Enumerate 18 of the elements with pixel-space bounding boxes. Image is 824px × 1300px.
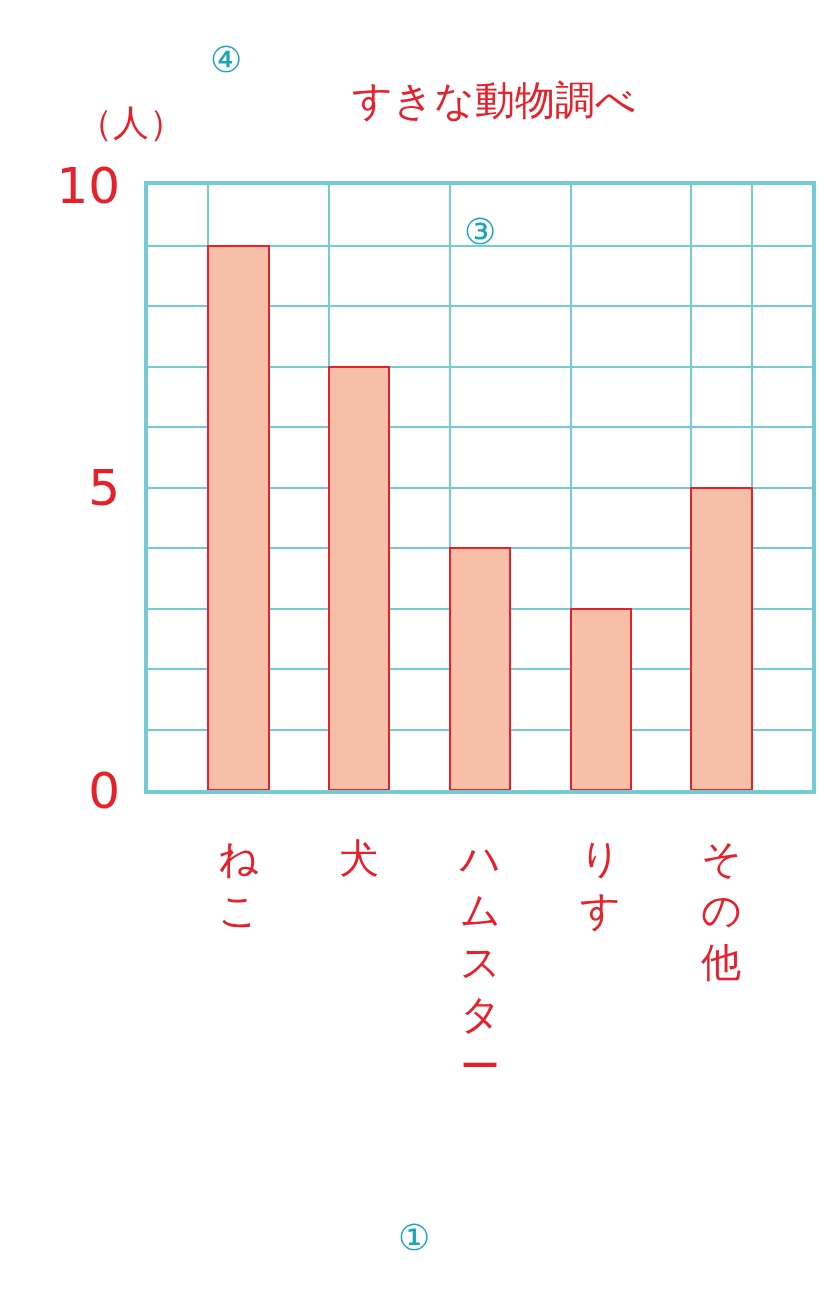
- y-axis-title: （人）: [77, 102, 185, 143]
- bar: [690, 487, 753, 790]
- y-tick-label: 10: [56, 156, 120, 215]
- x-tick-label: ハムスター: [458, 835, 501, 1089]
- x-tick-label: その他: [700, 835, 742, 985]
- bar: [328, 366, 390, 790]
- y-tick-label: 0: [88, 761, 120, 820]
- text: ①: [398, 1217, 431, 1258]
- chart-title: すきな動物調べ: [352, 77, 637, 123]
- bar: [570, 608, 632, 790]
- bar: [449, 547, 511, 790]
- bar: [207, 245, 270, 790]
- y-tick-label: 5: [88, 459, 120, 517]
- text: ④: [210, 39, 243, 80]
- x-tick-label: ねこ: [218, 835, 260, 933]
- x-tick-label: 犬: [339, 835, 380, 881]
- annotation: ③: [464, 211, 497, 252]
- x-tick-label: りす: [580, 835, 622, 933]
